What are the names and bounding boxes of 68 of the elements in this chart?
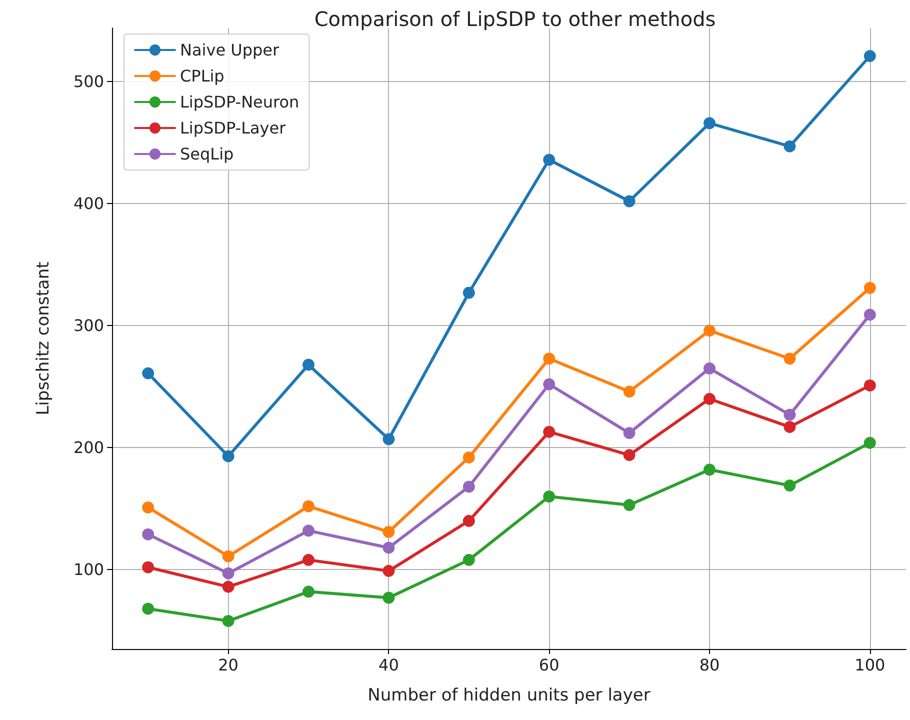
point [142, 528, 154, 540]
x-tick-label: 100 [854, 656, 886, 674]
point [623, 427, 636, 440]
point [142, 561, 154, 574]
point [222, 550, 234, 562]
x-tick-label: 60 [538, 656, 560, 674]
point [704, 324, 716, 337]
y-tick-label: 500 [73, 72, 104, 92]
point [543, 378, 556, 390]
point [462, 554, 475, 566]
point [543, 154, 556, 166]
y-axis-title: Lipschitz constant [34, 261, 54, 416]
y-tick-label: 100 [73, 560, 104, 580]
point [382, 433, 395, 446]
point [142, 367, 154, 380]
point [222, 614, 234, 627]
point [462, 480, 475, 493]
y-tick-label: 400 [73, 194, 104, 214]
point [382, 592, 395, 604]
point [222, 450, 234, 462]
chart-title: Comparison of LipSDP to other methods [314, 7, 716, 31]
point [382, 526, 395, 538]
point [462, 451, 475, 464]
x-tick-label: 80 [699, 656, 720, 674]
point [864, 436, 876, 449]
point [302, 586, 314, 598]
point [784, 352, 796, 365]
point [382, 564, 395, 577]
y-tick-label: 300 [73, 316, 104, 336]
point [704, 464, 716, 476]
point [462, 514, 475, 527]
point [623, 449, 636, 462]
point [784, 420, 796, 433]
point [864, 308, 876, 321]
point [142, 602, 154, 615]
point [704, 362, 716, 374]
point [142, 501, 154, 514]
point [784, 408, 796, 421]
point [543, 490, 556, 502]
point [302, 554, 314, 566]
point [864, 50, 876, 62]
point [623, 386, 636, 398]
point [302, 358, 314, 371]
point [302, 524, 314, 537]
point [704, 392, 716, 405]
point [543, 426, 556, 438]
x-tick-label: 20 [218, 656, 238, 674]
x-axis-title: Number of hidden units per layer [368, 686, 650, 706]
legend-label: LipSDP-Layer [180, 118, 286, 138]
point [462, 286, 475, 299]
point [543, 352, 556, 365]
point [382, 542, 395, 554]
point [784, 480, 796, 492]
point [623, 499, 636, 512]
point [222, 580, 234, 593]
legend-label: LipSDP-Neuron [180, 92, 300, 112]
point [704, 117, 716, 130]
legend-label: CPLip [180, 66, 224, 86]
point [302, 500, 314, 512]
point [623, 195, 636, 208]
x-tick-label: 40 [378, 656, 399, 674]
legend-label: SeqLip [180, 144, 234, 164]
point [222, 567, 234, 580]
legend-label: Naive Upper [180, 40, 280, 60]
y-tick-label: 200 [73, 438, 104, 458]
point [784, 140, 796, 152]
point [864, 379, 876, 392]
point [864, 282, 876, 294]
